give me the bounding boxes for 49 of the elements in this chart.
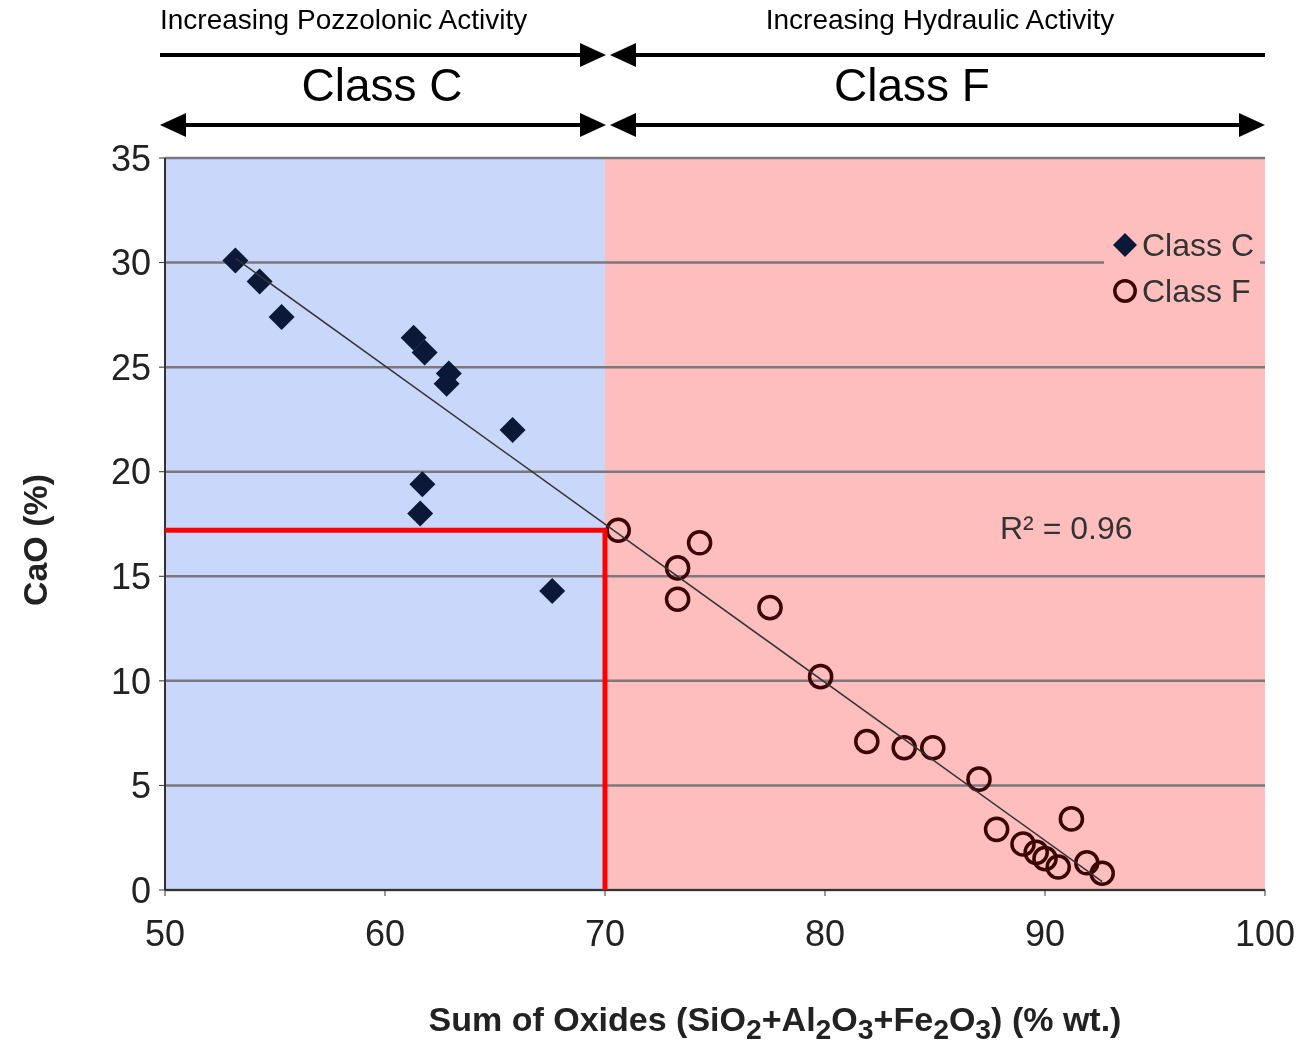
point bbox=[268, 303, 295, 330]
x-tick-label: 100 bbox=[1234, 912, 1296, 954]
text: Class C bbox=[300, 58, 464, 112]
y-tick-label: 0 bbox=[130, 869, 151, 911]
point bbox=[966, 766, 992, 792]
y-tick-label: 15 bbox=[110, 556, 151, 598]
y-tick-label: 20 bbox=[110, 451, 151, 493]
text: Class F bbox=[833, 58, 991, 112]
point bbox=[920, 734, 946, 761]
point bbox=[807, 663, 834, 690]
y-tick-label: 30 bbox=[110, 242, 151, 284]
point bbox=[664, 555, 691, 581]
point bbox=[1032, 845, 1058, 872]
point bbox=[1058, 806, 1085, 832]
point bbox=[1074, 850, 1100, 876]
y-tick-label: 5 bbox=[130, 765, 151, 807]
x-tick-label: 90 bbox=[1024, 912, 1066, 954]
point bbox=[891, 734, 917, 761]
legend-label: Class C bbox=[1141, 226, 1254, 264]
x-tick-label: 80 bbox=[804, 912, 846, 954]
point bbox=[499, 416, 526, 443]
legend-label: Class F bbox=[1141, 272, 1251, 310]
text: Sum of Oxides (SiO$_{2}$+Al$_{2}$O$_{3}$+Fe$_{2}$O$_{3}$) (% wt.) bbox=[428, 1000, 1122, 1045]
point bbox=[400, 324, 427, 351]
point bbox=[407, 500, 434, 527]
point bbox=[246, 268, 273, 295]
point bbox=[757, 594, 783, 621]
text: Increasing Hydraulic Activity bbox=[764, 4, 1116, 36]
point bbox=[854, 728, 880, 755]
x-tick-label: 50 bbox=[144, 912, 186, 954]
point bbox=[539, 577, 566, 604]
point bbox=[1010, 831, 1036, 857]
point bbox=[1045, 854, 1071, 880]
y-tick-label: 25 bbox=[110, 346, 151, 388]
point bbox=[411, 339, 438, 366]
y-tick-label: 35 bbox=[110, 137, 151, 179]
point bbox=[1023, 839, 1049, 866]
point bbox=[664, 586, 691, 613]
y-tick-label: 10 bbox=[110, 660, 151, 702]
x-tick-label: 70 bbox=[584, 912, 626, 954]
point bbox=[983, 816, 1010, 843]
point bbox=[409, 471, 436, 498]
text: Increasing Pozzolonic Activity bbox=[160, 4, 529, 36]
point bbox=[686, 530, 713, 556]
x-tick-label: 60 bbox=[364, 912, 406, 954]
y-axis-title: CaO (%) bbox=[15, 473, 55, 607]
point bbox=[222, 247, 249, 274]
point bbox=[1089, 860, 1115, 887]
annotation: R² = 0.96 bbox=[1000, 510, 1134, 547]
